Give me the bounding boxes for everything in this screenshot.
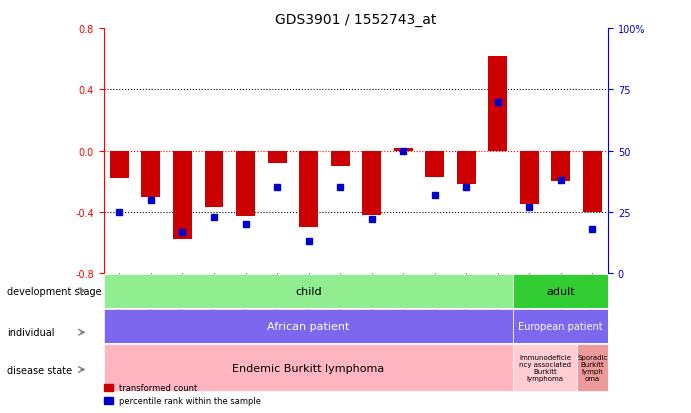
FancyBboxPatch shape — [104, 274, 513, 308]
Bar — [330, 151, 350, 166]
Bar — [110, 151, 129, 179]
Bar — [583, 151, 602, 212]
FancyBboxPatch shape — [104, 309, 513, 343]
Text: African patient: African patient — [267, 321, 350, 331]
Bar — [394, 148, 413, 151]
Text: adult: adult — [547, 286, 575, 296]
FancyBboxPatch shape — [576, 344, 608, 392]
Bar — [425, 151, 444, 177]
Bar — [205, 151, 223, 208]
Bar — [267, 151, 287, 164]
FancyBboxPatch shape — [513, 274, 608, 308]
Bar — [457, 151, 475, 185]
Bar — [551, 151, 570, 182]
Bar — [142, 151, 160, 197]
Text: Sporadic
Burkitt
lymph
oma: Sporadic Burkitt lymph oma — [577, 354, 607, 381]
Bar — [520, 151, 539, 205]
Text: Immunodeficie
ncy associated
Burkitt
lymphoma: Immunodeficie ncy associated Burkitt lym… — [519, 354, 571, 381]
Text: disease state: disease state — [7, 365, 72, 375]
Bar — [489, 57, 507, 151]
Text: child: child — [295, 286, 322, 296]
Text: Endemic Burkitt lymphoma: Endemic Burkitt lymphoma — [232, 363, 385, 373]
Text: individual: individual — [7, 328, 55, 337]
Bar — [299, 151, 318, 228]
Legend: transformed count, percentile rank within the sample: transformed count, percentile rank withi… — [101, 380, 265, 409]
Title: GDS3901 / 1552743_at: GDS3901 / 1552743_at — [275, 12, 437, 26]
Bar — [236, 151, 255, 217]
Bar — [173, 151, 192, 240]
Text: European patient: European patient — [518, 321, 603, 331]
Bar — [362, 151, 381, 216]
FancyBboxPatch shape — [513, 344, 576, 392]
FancyBboxPatch shape — [104, 344, 513, 392]
FancyBboxPatch shape — [513, 309, 608, 343]
Text: development stage: development stage — [7, 286, 102, 296]
